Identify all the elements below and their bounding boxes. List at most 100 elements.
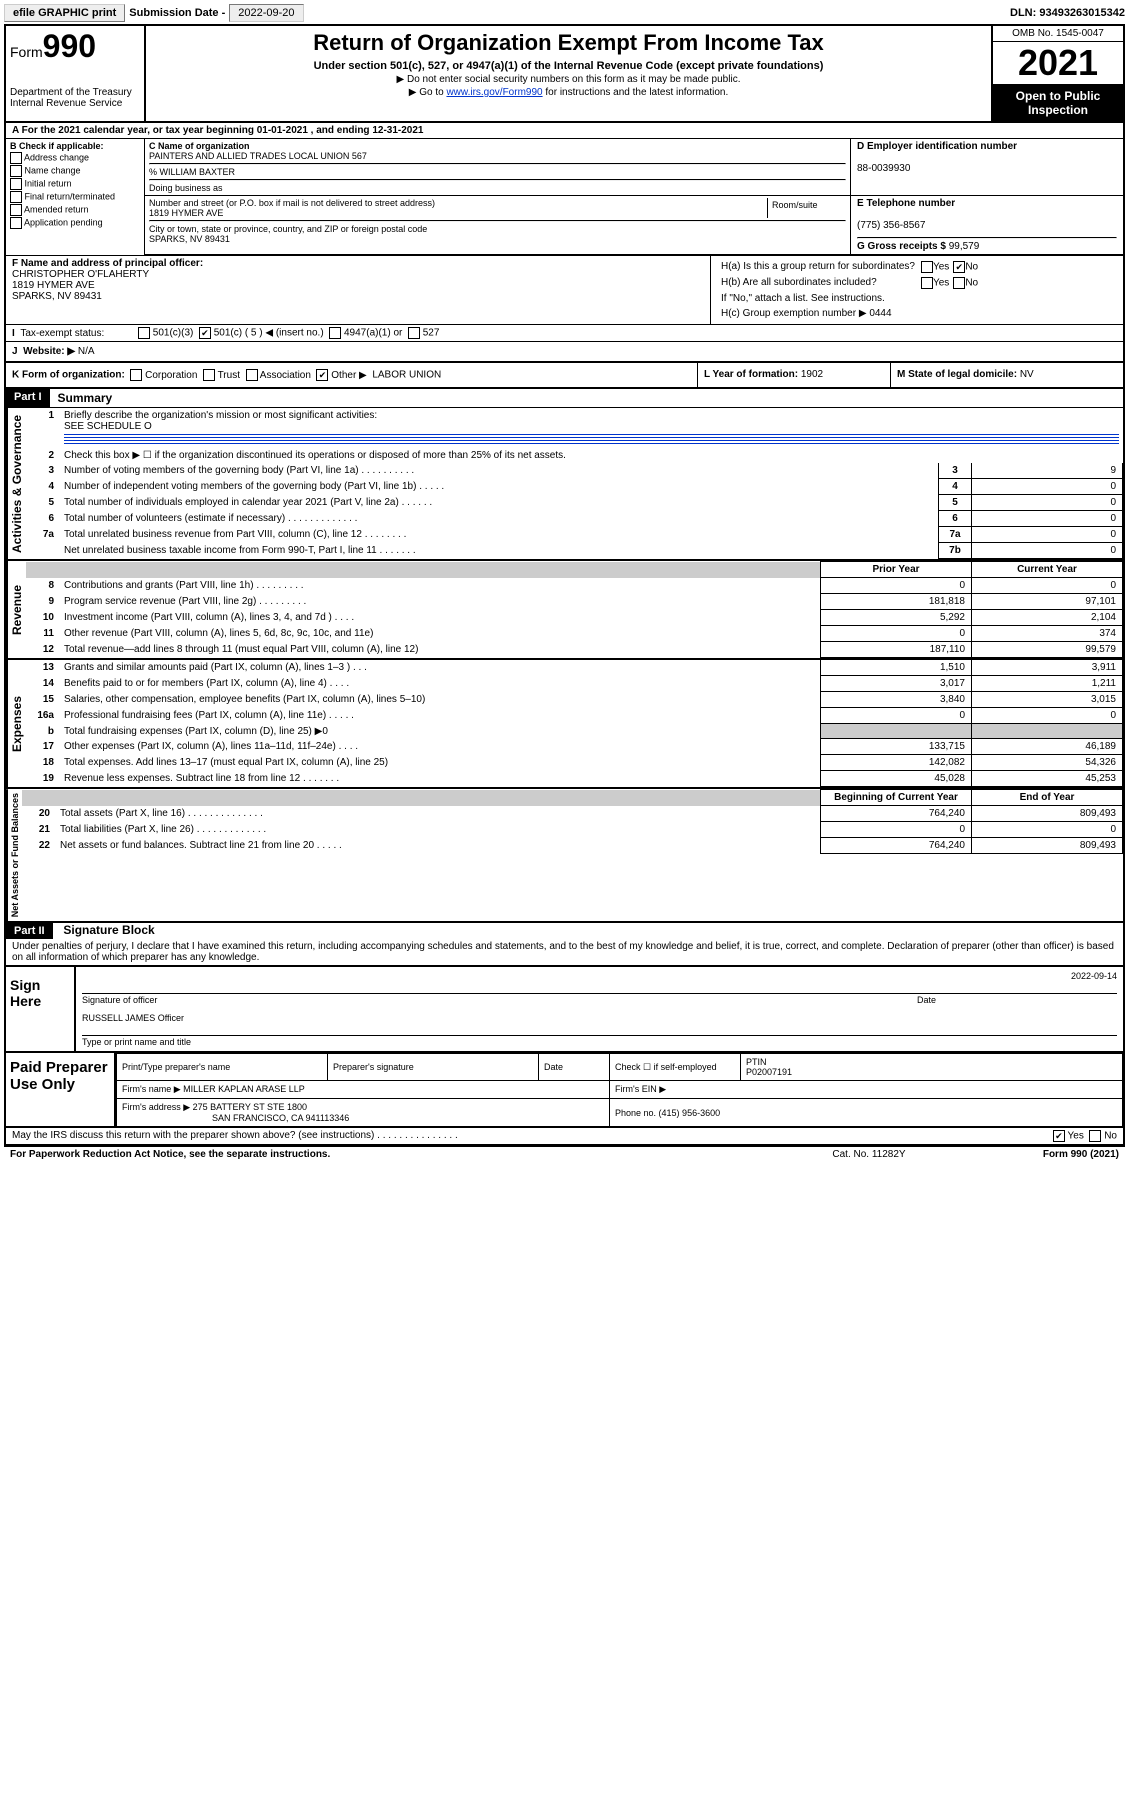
gov-row: 5Total number of individuals employed in… <box>26 495 1123 511</box>
row-a-tax-year: A For the 2021 calendar year, or tax yea… <box>6 123 1123 139</box>
discuss-no[interactable]: No <box>1089 1130 1117 1142</box>
vlabel-governance: Activities & Governance <box>6 408 26 559</box>
group-exemption: 0444 <box>869 308 891 319</box>
chk-assoc[interactable]: Association <box>246 370 311 381</box>
website-value: N/A <box>78 346 95 357</box>
discuss-yes[interactable]: Yes <box>1053 1130 1084 1142</box>
form-header: Form990 Department of the Treasury Inter… <box>6 26 1123 123</box>
rev-row: 8Contributions and grants (Part VIII, li… <box>26 578 1123 594</box>
topbar: efile GRAPHIC print Submission Date - 20… <box>4 4 1125 22</box>
vlabel-expenses: Expenses <box>6 660 26 787</box>
exp-row: bTotal fundraising expenses (Part IX, co… <box>26 724 1123 739</box>
officer-street: 1819 HYMER AVE <box>12 280 95 291</box>
sign-here-label: Sign Here <box>6 967 76 1051</box>
irs-link[interactable]: www.irs.gov/Form990 <box>446 87 542 98</box>
street-address: 1819 HYMER AVE <box>149 208 223 218</box>
chk-amended-return[interactable]: Amended return <box>10 204 140 216</box>
form-ref: Form 990 (2021) <box>969 1149 1119 1160</box>
prep-date-cell: Date <box>539 1054 610 1081</box>
form-page: Form990 Department of the Treasury Inter… <box>4 24 1125 1147</box>
chk-application-pending[interactable]: Application pending <box>10 217 140 229</box>
chk-other[interactable]: Other ▶ <box>316 370 366 381</box>
city-state-zip: SPARKS, NV 89431 <box>149 234 230 244</box>
chk-trust[interactable]: Trust <box>203 370 240 381</box>
prep-sig-cell: Preparer's signature <box>328 1054 539 1081</box>
exp-row: 15Salaries, other compensation, employee… <box>26 692 1123 708</box>
ha-yes[interactable]: Yes <box>919 260 951 274</box>
form-title: Return of Organization Exempt From Incom… <box>150 30 987 56</box>
firm-name-cell: Firm's name ▶ MILLER KAPLAN ARASE LLP <box>117 1081 610 1099</box>
cat-no: Cat. No. 11282Y <box>769 1149 969 1160</box>
chk-501c3[interactable]: 501(c)(3) <box>138 327 193 339</box>
section-m-state: M State of legal domicile: NV <box>891 363 1123 387</box>
section-j-website: J Website: ▶ N/A <box>6 342 1123 363</box>
submission-date-label: Submission Date - <box>129 7 225 19</box>
chk-address-change[interactable]: Address change <box>10 152 140 164</box>
org-name: PAINTERS AND ALLIED TRADES LOCAL UNION 5… <box>149 151 367 161</box>
section-f-officer: F Name and address of principal officer:… <box>6 256 711 324</box>
header-right: OMB No. 1545-0047 2021 Open to Public In… <box>991 26 1123 121</box>
section-b-checkboxes: B Check if applicable: Address change Na… <box>6 139 145 255</box>
hb-yes[interactable]: Yes <box>919 276 951 290</box>
pra-notice: For Paperwork Reduction Act Notice, see … <box>10 1149 769 1160</box>
chk-name-change[interactable]: Name change <box>10 165 140 177</box>
page-footer: For Paperwork Reduction Act Notice, see … <box>4 1147 1125 1162</box>
gov-row: 7aTotal unrelated business revenue from … <box>26 527 1123 543</box>
exp-row: 17Other expenses (Part IX, column (A), l… <box>26 739 1123 755</box>
dln: DLN: 93493263015342 <box>1010 7 1125 19</box>
officer-city: SPARKS, NV 89431 <box>12 291 102 302</box>
chk-corp[interactable]: Corporation <box>130 370 197 381</box>
section-i-tax-status: I Tax-exempt status: 501(c)(3) 501(c) ( … <box>6 325 1123 342</box>
efile-print-button[interactable]: efile GRAPHIC print <box>4 4 125 22</box>
part1-governance: Activities & Governance 1Briefly describ… <box>6 408 1123 561</box>
bal-row: 22Net assets or fund balances. Subtract … <box>22 838 1123 854</box>
discuss-row: May the IRS discuss this return with the… <box>6 1128 1123 1145</box>
open-public-badge: Open to Public Inspection <box>993 85 1123 121</box>
paid-preparer-block: Paid Preparer Use Only Print/Type prepar… <box>6 1053 1123 1128</box>
chk-501c[interactable]: 501(c) ( 5 ) ◀ (insert no.) <box>199 327 324 339</box>
header-center: Return of Organization Exempt From Incom… <box>146 26 991 121</box>
sign-date-value: 2022-09-14 <box>82 971 1117 981</box>
part1-header-row: Part I Summary <box>6 389 1123 408</box>
submission-date-value: 2022-09-20 <box>229 4 303 22</box>
address-block: Number and street (or P.O. box if mail i… <box>145 196 851 254</box>
instructions-note: ▶ Go to www.irs.gov/Form990 for instruct… <box>150 87 987 98</box>
chk-initial-return[interactable]: Initial return <box>10 178 140 190</box>
prep-name-cell: Print/Type preparer's name <box>117 1054 328 1081</box>
section-fh: F Name and address of principal officer:… <box>6 256 1123 325</box>
ptin-cell: PTINP02007191 <box>741 1054 1123 1081</box>
hb-no[interactable]: No <box>951 276 980 290</box>
part1-balances: Net Assets or Fund Balances Beginning of… <box>6 789 1123 923</box>
rev-row: 11Other revenue (Part VIII, column (A), … <box>26 626 1123 642</box>
telephone-value: (775) 356-8567 <box>857 220 925 231</box>
dept-treasury: Department of the Treasury Internal Reve… <box>10 87 140 109</box>
dba-label: Doing business as <box>149 183 223 193</box>
officer-name: CHRISTOPHER O'FLAHERTY <box>12 269 149 280</box>
section-klm: K Form of organization: Corporation Trus… <box>6 363 1123 389</box>
vlabel-revenue: Revenue <box>6 561 26 658</box>
part2-badge: Part II <box>6 923 53 939</box>
section-bc: B Check if applicable: Address change Na… <box>6 139 1123 256</box>
self-employed-cell[interactable]: Check ☐ if self-employed <box>610 1054 741 1081</box>
care-of: % WILLIAM BAXTER <box>149 167 235 177</box>
chk-4947[interactable]: 4947(a)(1) or <box>329 327 402 339</box>
part2-header-row: Part II Signature Block <box>6 923 1123 939</box>
firm-phone-cell: Phone no. (415) 956-3600 <box>610 1099 1123 1127</box>
form-number: Form990 <box>10 28 140 65</box>
mission-text: SEE SCHEDULE O <box>64 421 152 432</box>
gov-row: 6Total number of volunteers (estimate if… <box>26 511 1123 527</box>
gross-receipts: G Gross receipts $ 99,579 <box>857 241 1117 252</box>
tax-year: 2021 <box>993 42 1123 85</box>
chk-final-return[interactable]: Final return/terminated <box>10 191 140 203</box>
ha-no[interactable]: No <box>951 260 980 274</box>
room-suite: Room/suite <box>767 198 846 218</box>
firm-ein-cell: Firm's EIN ▶ <box>610 1081 1123 1099</box>
exp-row: 14Benefits paid to or for members (Part … <box>26 676 1123 692</box>
form-subtitle: Under section 501(c), 527, or 4947(a)(1)… <box>150 60 987 72</box>
chk-527[interactable]: 527 <box>408 327 439 339</box>
section-k-form-org: K Form of organization: Corporation Trus… <box>6 363 698 387</box>
gov-row: 4Number of independent voting members of… <box>26 479 1123 495</box>
part1-revenue: Revenue Prior YearCurrent Year 8Contribu… <box>6 561 1123 660</box>
other-value: LABOR UNION <box>372 370 441 381</box>
part1-title: Summary <box>50 389 121 407</box>
